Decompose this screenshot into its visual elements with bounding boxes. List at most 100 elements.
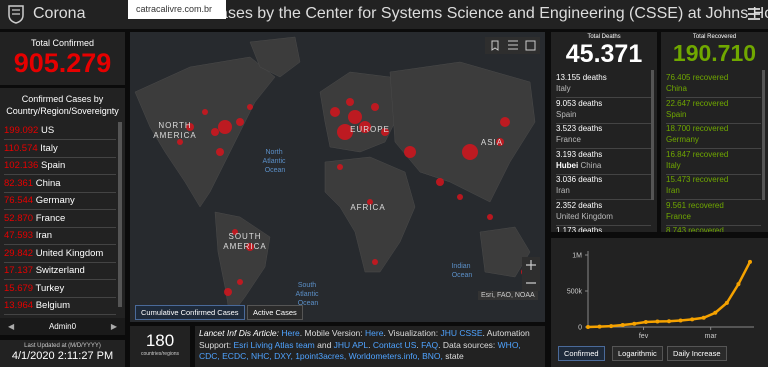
link[interactable]: Here	[281, 328, 300, 338]
count: 22.647 recovered	[666, 98, 729, 108]
place-name: Italy	[556, 84, 571, 93]
stat-row: 8.743 recovered	[666, 225, 761, 232]
trend-point	[748, 259, 752, 264]
count: 82.361	[4, 177, 34, 189]
y-tick-label: 500k	[567, 289, 583, 296]
country: Turkey	[35, 282, 65, 294]
info-segment: . Automation Support:	[199, 328, 530, 350]
country-row: 15.679 Turkey	[4, 280, 116, 298]
place-name: Spain	[666, 109, 687, 119]
count: 1.173 deaths	[556, 226, 603, 232]
title-left: Corona	[33, 5, 86, 22]
count: 3.523 deaths	[556, 124, 603, 133]
stat-row: 3.193 deaths Hubei China	[556, 149, 651, 175]
next-button[interactable]: ▶	[110, 322, 117, 331]
count: 17.137	[4, 265, 34, 276]
chart-tab[interactable]: Confirmed	[558, 346, 605, 361]
place: France	[556, 134, 651, 145]
menu-button[interactable]	[747, 7, 761, 21]
list-title: Confirmed Cases by Country/Region/Sovere…	[6, 94, 119, 116]
url-tooltip: catracalivre.com.br	[128, 0, 226, 19]
country-row: 110.574 Italy	[4, 140, 116, 158]
country: US	[40, 125, 55, 136]
count: 102.136	[4, 160, 39, 171]
place-name: Italy	[666, 160, 681, 170]
footer-label: Admin0	[48, 322, 77, 331]
count: 76.544	[4, 195, 34, 206]
map-bubbles	[177, 98, 529, 296]
country-row: 102.136 Spain	[4, 157, 116, 175]
place: France	[666, 211, 761, 222]
count: 47.593	[4, 230, 34, 241]
country: United Kingdom	[35, 247, 104, 259]
map-label: South Atlantic Ocean	[296, 282, 321, 307]
scrollbar[interactable]	[118, 122, 122, 307]
link[interactable]: Contact US	[372, 339, 417, 350]
chart-tab[interactable]: Daily Increase	[667, 346, 727, 361]
country-row: 29.842 United Kingdom	[4, 245, 116, 263]
place-name: Spain	[556, 109, 577, 119]
country-row: 199.092 US	[4, 122, 116, 140]
country: Iran	[35, 230, 53, 241]
count: 18.700 recovered	[666, 124, 729, 133]
country: Germany	[35, 195, 75, 206]
place: United Kingdom	[556, 211, 651, 222]
link[interactable]: FAQ	[421, 339, 439, 350]
country: Switzerland	[35, 265, 85, 276]
trend-point	[713, 310, 718, 315]
count: 13.155 deaths	[556, 73, 607, 82]
info-segment: state	[442, 351, 464, 361]
total-deaths: Total Deaths 45.371 13.155 deaths Italy 9.…	[551, 32, 657, 232]
header: Corona Cases by the Center for Systems Sc…	[0, 0, 768, 29]
country: France	[35, 212, 66, 224]
link[interactable]: JHU CSSE	[440, 328, 483, 338]
total-confirmed: Total Confirmed 905.279	[0, 32, 125, 85]
stat-row: 18.700 recovered Germany	[666, 123, 761, 149]
scrollbar[interactable]	[762, 70, 765, 200]
prev-button[interactable]: ◀	[8, 322, 15, 331]
y-tick-label: 1M	[572, 253, 582, 260]
map-tab[interactable]: Cumulative Confirmed Cases	[135, 305, 245, 320]
scrollbar[interactable]	[651, 70, 654, 200]
info-segment: and	[314, 339, 334, 350]
title: Corona Cases by the Center for Systems Sc…	[33, 5, 768, 23]
map-attribution: Esri, FAO, NOAA	[478, 291, 538, 300]
last-updated: Last Updated at (M/D/YYYY) 4/1/2020 2:11…	[0, 340, 125, 367]
country: Belgium	[35, 300, 71, 311]
country-row: 82.361 China	[4, 175, 116, 193]
chart-tab[interactable]: Logarithmic	[612, 346, 663, 361]
label: countries/regions	[140, 351, 180, 357]
count: 15.473 recovered	[666, 175, 729, 184]
stat-row: 9.561 recovered France	[666, 200, 761, 226]
count: 3.036 deaths	[556, 175, 603, 184]
country-row: 13.964 Belgium	[4, 297, 116, 315]
map-tab[interactable]: Active Cases	[247, 305, 303, 320]
y-tick-label: 0	[578, 325, 582, 332]
country-row: 47.593 Iran	[4, 227, 116, 245]
value: 180	[145, 331, 175, 350]
link[interactable]: Esri Living Atlas team	[233, 339, 315, 350]
stat-row: 1.173 deaths	[556, 225, 651, 232]
country: Spain	[40, 160, 66, 171]
count: 199.092	[4, 125, 39, 136]
zoom-controls[interactable]	[522, 257, 540, 291]
trend-point	[736, 282, 741, 287]
place-name: China	[580, 160, 602, 170]
link[interactable]: WHO, CDC, ECDC, NHC, DXY, 1point3acres, …	[199, 339, 521, 362]
label: Total Confirmed	[30, 38, 95, 48]
link[interactable]: Here	[365, 328, 384, 338]
value: 190.710	[672, 40, 757, 66]
link[interactable]: JHU APL	[333, 339, 369, 350]
info-text: Lancet Inf Dis Article: Here. Mobile Ver…	[195, 326, 545, 367]
place-name: France	[556, 135, 581, 144]
map-label: EUROPE	[350, 125, 390, 134]
total-recovered: Total Recovered 190.710 76.405 recovered…	[661, 32, 768, 232]
trend-point	[690, 317, 695, 322]
place-name: Iran	[556, 186, 570, 195]
map-label: AMERICA	[223, 242, 266, 251]
stat-row: 13.155 deaths Italy	[556, 72, 651, 98]
place: Spain	[666, 109, 761, 120]
map-toolbar[interactable]	[485, 37, 540, 54]
value: 45.371	[565, 40, 643, 68]
trend-point	[678, 318, 683, 323]
